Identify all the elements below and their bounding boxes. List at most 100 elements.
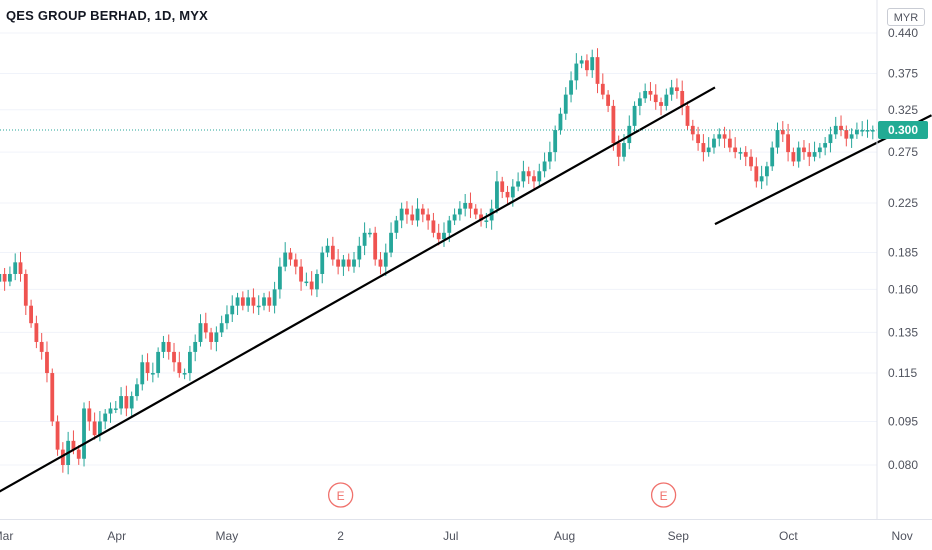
candle-body — [563, 94, 568, 114]
candle-body — [733, 147, 738, 153]
candle — [796, 141, 801, 168]
candle-body — [18, 262, 23, 274]
candle-body — [0, 273, 2, 282]
candle-body — [98, 421, 102, 436]
y-tick-label: 0.375 — [888, 67, 918, 81]
candle — [675, 78, 679, 99]
candle — [309, 271, 314, 296]
candle — [659, 97, 663, 116]
candle — [637, 92, 642, 116]
candle-body — [209, 332, 213, 342]
candle-body — [590, 57, 595, 71]
candle — [235, 292, 240, 315]
candle-body — [129, 396, 134, 409]
candle-body — [611, 105, 616, 144]
candle — [240, 291, 245, 311]
candle — [653, 84, 658, 110]
x-tick-label: Jul — [443, 529, 458, 543]
candle — [865, 119, 870, 138]
candle — [585, 54, 589, 77]
candle-body — [8, 273, 12, 282]
candle — [135, 378, 139, 401]
candle — [299, 259, 303, 291]
candle-body — [352, 259, 356, 267]
candle-body — [71, 440, 76, 450]
candle — [627, 115, 632, 150]
candle-body — [796, 147, 801, 162]
candle-body — [177, 362, 182, 374]
candle-body — [225, 314, 229, 324]
candle-body — [510, 186, 515, 198]
candle — [113, 400, 118, 414]
candle-body — [87, 408, 92, 422]
x-tick-label: Nov — [891, 529, 912, 543]
candle — [219, 315, 224, 338]
y-tick-label: 0.225 — [888, 196, 918, 210]
candle-body — [452, 214, 457, 221]
candle-body — [341, 259, 346, 267]
candle-body — [256, 305, 261, 308]
candle-body — [373, 232, 378, 260]
candle — [632, 101, 637, 134]
candle — [780, 121, 785, 143]
candle — [45, 341, 49, 383]
candle — [706, 137, 711, 157]
candle-body — [648, 90, 653, 95]
candle — [203, 312, 208, 339]
candle — [855, 122, 859, 139]
candle-body — [346, 259, 351, 267]
candle — [198, 314, 203, 347]
candle-body — [553, 130, 558, 153]
candle — [29, 299, 33, 328]
earnings-marker[interactable]: E — [650, 482, 677, 508]
candle-body — [240, 297, 245, 306]
candle — [320, 246, 325, 284]
candle-body — [558, 113, 563, 131]
candle-body — [193, 341, 198, 352]
candle-body — [749, 156, 753, 167]
candle — [664, 88, 669, 111]
candle-body — [526, 171, 531, 177]
candle — [442, 222, 446, 247]
candle-body — [817, 147, 822, 153]
candle — [833, 116, 838, 139]
candle — [690, 119, 695, 141]
candle — [352, 252, 356, 273]
candle-body — [447, 220, 452, 233]
candle-body — [722, 134, 727, 139]
earnings-marker[interactable]: E — [327, 482, 354, 508]
candle-body — [235, 297, 240, 306]
candle — [547, 141, 552, 170]
candle-body — [516, 181, 521, 187]
candle — [341, 254, 346, 276]
candle-body — [765, 166, 769, 177]
candle — [103, 409, 108, 430]
candle — [405, 201, 409, 224]
candle-body — [299, 266, 303, 282]
candle — [55, 415, 60, 456]
trendline[interactable] — [0, 86, 716, 506]
candle — [367, 228, 372, 238]
candle — [526, 166, 531, 184]
candle-body — [606, 94, 611, 106]
candle-body — [246, 297, 251, 306]
candle-body — [426, 214, 431, 221]
candle — [558, 107, 563, 135]
candle — [495, 170, 499, 214]
candle-body — [855, 130, 859, 135]
y-tick-label: 0.325 — [888, 103, 918, 117]
candle — [108, 402, 113, 423]
candle-body — [198, 323, 203, 342]
candle-body — [457, 208, 462, 215]
candle — [172, 342, 176, 372]
currency-button[interactable]: MYR — [887, 8, 925, 26]
candle — [860, 121, 865, 137]
candle — [50, 368, 55, 427]
candle-body — [616, 143, 621, 157]
candle-body — [182, 373, 187, 375]
candle-body — [585, 60, 589, 71]
candle — [426, 208, 431, 230]
candle-body — [389, 232, 393, 253]
candle — [643, 83, 648, 103]
